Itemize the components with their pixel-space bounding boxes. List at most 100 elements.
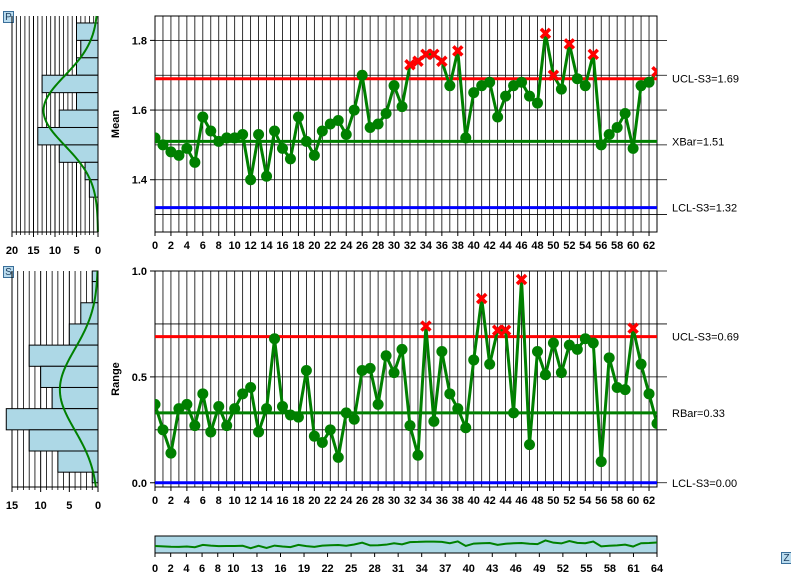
xbar-x-tick-label: 32 [404,240,416,252]
range-histogram-tick-label: 15 [6,500,18,512]
xbar-x-tick-label: 2 [168,240,174,252]
range-x-tick-label: 46 [515,495,527,507]
xbar-data-point [332,115,344,127]
range-data-point [308,430,320,442]
range-x-tick-label: 56 [595,495,607,507]
xbar-x-tick-label: 48 [531,240,543,252]
range-x-tick-label: 32 [404,495,416,507]
xbar-y-tick-label: 1.8 [132,35,147,47]
range-data-point [547,337,559,349]
xbar-x-tick-label: 46 [515,240,527,252]
xbar-data-point [468,87,480,99]
range-x-tick-label: 44 [499,495,512,507]
xbar-limit-label-ucl-s3: UCL-S3=1.69 [672,74,739,86]
range-data-point [412,449,424,461]
overview-scrollbar[interactable]: 0 2 4 6 8 10 13 16 19 22 25 28 31 34 37 40 43 46 49 52 55 58 6… [152,535,664,573]
overview-x-tick-label: 49 [533,563,545,573]
range-data-point [460,422,472,434]
range-data-point [213,401,225,413]
xbar-data-point [396,101,408,113]
xbar-normal-curve [42,15,99,233]
range-data-point [539,369,551,381]
overview-x-tick-label: 34 [416,563,429,573]
overview-x-tick-label: 22 [321,563,333,573]
xbar-x-tick-label: 54 [579,240,592,252]
xbar-data-point [189,156,201,168]
xbar-plot-frame [154,15,658,233]
range-limit-label-lcl-s3: LCL-S3=0.00 [672,478,737,490]
xbar-alarm-point [539,27,552,40]
overview-x-tick-label: 2 [168,563,174,573]
range-normal-curve [58,270,99,488]
range-histogram-bar [28,344,99,367]
xbar-x-tick-label: 26 [356,240,368,252]
range-histogram-tick-label: 10 [35,500,47,512]
xbar-data-point [316,125,328,137]
range-data-point [189,420,201,432]
range-data-point [603,352,615,364]
xbar-x-tick-label: 34 [420,240,433,252]
range-x-tick-label: 8 [216,495,222,507]
xbar-histogram-tick-label: 10 [49,245,61,257]
range-data-point [165,447,177,459]
overview-x-tick-label: 43 [486,563,498,573]
xbar-data-point [284,153,296,165]
xbar-x-tick-label: 30 [388,240,400,252]
range-series [155,273,657,468]
range-data-point [316,437,328,449]
xbar-data-point [484,76,496,88]
range-data-point [300,365,312,377]
xbar-data-point [531,97,543,109]
range-x-tick-label: 58 [611,495,623,507]
xbar-data-point [579,80,591,92]
xbar-data-point [276,142,288,154]
range-data-point [340,407,352,419]
xbar-histogram-tick-label: 15 [27,245,39,257]
range-data-point [651,417,657,429]
range-x-tick-label: 28 [372,495,384,507]
range-data-point [292,411,304,423]
xbar-limit-label-lcl-s3: LCL-S3=1.32 [672,203,737,215]
range-x-tick-label: 0 [152,495,158,507]
range-data-point [444,388,456,400]
range-data-point [595,456,607,468]
range-data-point [404,420,416,432]
range-x-tick-label: 30 [388,495,400,507]
range-data-point [484,358,496,370]
range-x-tick-label: 26 [356,495,368,507]
overview-x-tick-label: 40 [463,563,475,573]
overview-x-tick-label: 19 [298,563,310,573]
overview-x-tick-label: 28 [369,563,381,573]
range-data-point [155,398,161,410]
range-histogram-bar [5,408,99,431]
range-histogram-toggle-button[interactable]: S [3,266,14,278]
xbar-x-tick-label: 58 [611,240,623,252]
xbar-data-point [460,132,472,144]
xbar-data-point [261,170,273,182]
xbar-data-point [500,90,512,102]
range-data-point [524,439,536,451]
xbar-alarm-point [404,59,416,71]
xbar-x-tick-label: 50 [547,240,559,252]
xbar-data-point [571,73,583,85]
range-x-tick-label: 50 [547,495,559,507]
range-data-point [324,424,336,436]
range-y-tick-label: 0.0 [132,478,147,490]
range-x-tick-label: 52 [563,495,575,507]
range-x-tick-label: 14 [260,495,273,507]
xbar-histogram-toggle-button[interactable]: P [3,11,14,23]
range-data-point [205,426,217,438]
xbar-x-tick-label: 10 [229,240,241,252]
range-x-tick-label: 24 [340,495,353,507]
range-data-point [221,420,233,432]
xbar-data-point [643,76,655,88]
range-data-point [372,398,384,410]
xbar-y-tick-label: 1.6 [132,105,147,117]
xbar-x-tick-label: 12 [244,240,256,252]
range-alarm-point [627,322,639,334]
range-x-tick-label: 60 [627,495,639,507]
zoom-button[interactable]: Z [781,552,791,564]
xbar-data-point [555,83,567,95]
